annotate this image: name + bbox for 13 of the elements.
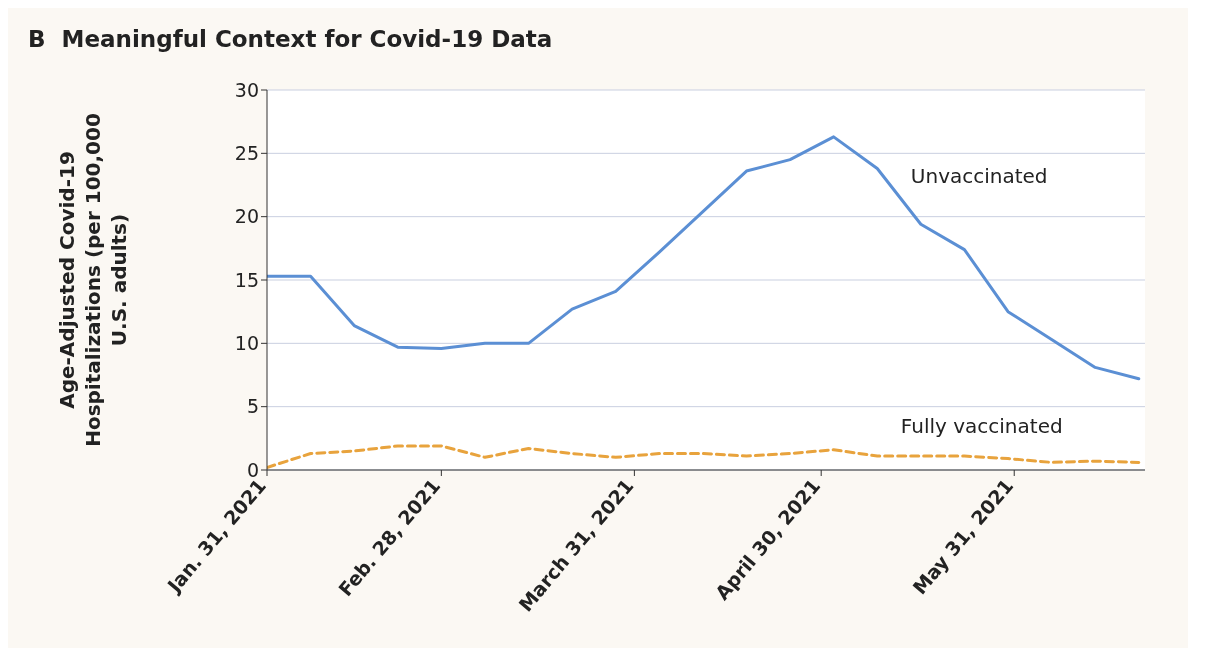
series-label: Fully vaccinated: [900, 414, 1063, 439]
y-tick-label: 10: [234, 332, 259, 355]
line-series: [267, 444, 1141, 469]
y-tick-label: 0: [246, 458, 259, 481]
y-tick-label: 30: [234, 78, 259, 101]
line-series: [267, 135, 1141, 381]
y-tick-label: 15: [234, 268, 259, 291]
chart-title: B Meaningful Context for Covid-19 Data: [28, 26, 553, 52]
y-tick-label: 5: [246, 395, 259, 418]
y-tick-label: 25: [234, 142, 259, 165]
y-tick-label: 20: [234, 205, 259, 228]
series-label: Unvaccinated: [910, 164, 1048, 189]
y-axis-title: Age-Adjusted Covid-19 Hospitalizations (per 100,000 U.S. adults): [54, 112, 132, 449]
